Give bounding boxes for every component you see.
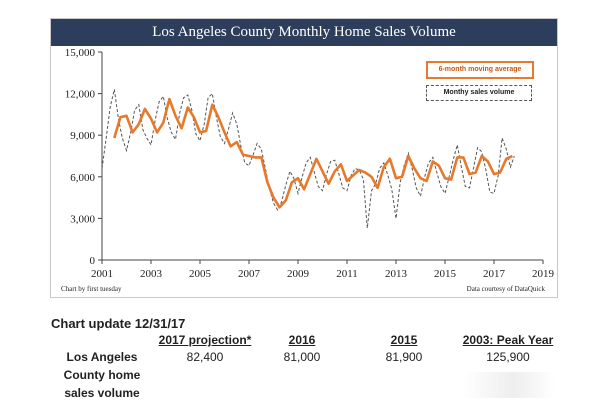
chart-plot: 0 3,000 6,000 9,000 12,000 15,000 2001 2003 2005… xyxy=(65,47,555,280)
x-tick-label: 2013 xyxy=(385,268,408,280)
column-header-2015: 2015 xyxy=(390,333,418,347)
value-2016: 81,000 xyxy=(283,350,321,364)
y-tick-label: 12,000 xyxy=(65,89,96,101)
chart-update-heading: Chart update 12/31/17 xyxy=(51,316,186,331)
row-label-line-3: sales volume xyxy=(64,386,140,400)
value-peak-year: 125,900 xyxy=(486,350,530,364)
value-2017-projection: 82,400 xyxy=(186,350,224,364)
column-header-2017-projection: 2017 projection* xyxy=(158,333,252,347)
row-label-line-2: County home xyxy=(63,368,141,382)
x-tick-label: 2007 xyxy=(238,268,261,280)
x-tick-label: 2005 xyxy=(189,268,212,280)
x-tick-label: 2015 xyxy=(434,268,457,280)
row-label-line-1: Los Angeles xyxy=(66,350,138,364)
y-tick-label: 0 xyxy=(90,255,96,267)
monthly-sales-line xyxy=(101,89,515,229)
data-source-credit: Data courtesy of DataQuick xyxy=(466,285,545,293)
y-tick-label: 6,000 xyxy=(70,172,95,184)
y-tick-label: 15,000 xyxy=(65,47,96,59)
x-tick-label: 2003 xyxy=(140,268,163,280)
x-tick-label: 2011 xyxy=(336,268,358,280)
column-header-2016: 2016 xyxy=(288,333,316,347)
x-tick-label: 2019 xyxy=(532,268,555,280)
moving-average-line xyxy=(113,97,513,209)
x-tick-label: 2001 xyxy=(91,268,113,280)
legend-monthly-sales: Monthy sales volume xyxy=(426,85,532,101)
faded-overlay xyxy=(463,372,555,398)
chart-title: Los Angeles County Monthly Home Sales Vo… xyxy=(51,19,557,46)
x-tick-label: 2009 xyxy=(287,268,310,280)
column-header-peak-year: 2003: Peak Year xyxy=(462,333,554,347)
legend-moving-average: 6-month moving average xyxy=(426,61,534,79)
y-tick-label: 9,000 xyxy=(70,130,95,142)
chart-credit: Chart by first tuesday xyxy=(61,285,122,293)
y-tick-label: 3,000 xyxy=(70,213,95,225)
value-2015: 81,900 xyxy=(385,350,423,364)
chart-frame: 0 3,000 6,000 9,000 12,000 15,000 2001 2003 2005… xyxy=(50,18,558,298)
x-tick-label: 2017 xyxy=(483,268,506,280)
